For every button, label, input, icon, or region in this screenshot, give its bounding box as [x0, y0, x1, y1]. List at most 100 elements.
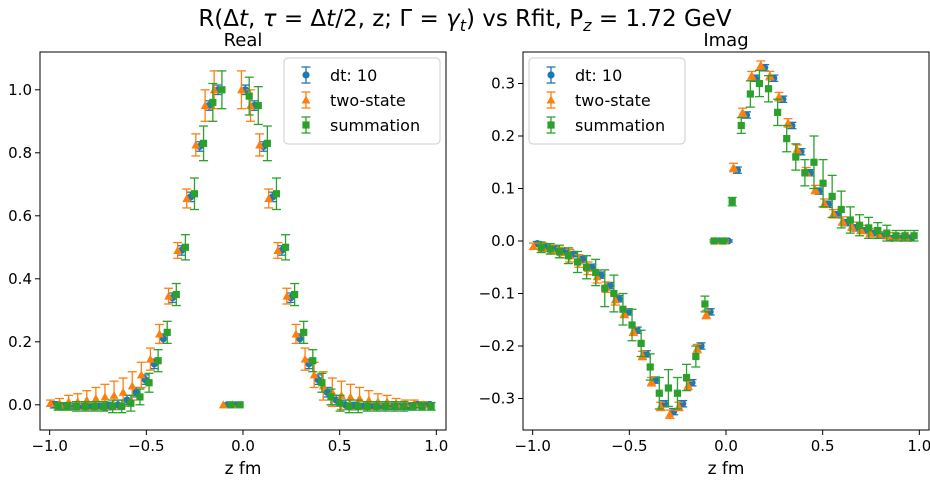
data-point — [363, 402, 371, 410]
data-point — [656, 401, 666, 410]
legend-marker — [547, 121, 555, 129]
imag-panel: Imag −1.0 −0.5 0.0 0.5 1.0 −0.3 −0.2 −0.1 0.0 0.1 0… — [479, 30, 930, 479]
x-tick-label: −0.5 — [611, 437, 647, 455]
data-point — [354, 402, 362, 410]
data-point — [682, 373, 691, 382]
data-point — [628, 326, 638, 335]
data-point — [391, 402, 399, 410]
data-point — [54, 402, 62, 410]
data-point — [792, 153, 800, 161]
x-tick-label: 1.0 — [907, 437, 930, 455]
data-point — [774, 108, 782, 116]
data-point — [100, 402, 108, 410]
data-point — [90, 402, 99, 410]
data-point — [820, 198, 829, 207]
data-point — [883, 229, 891, 237]
data-point — [245, 92, 253, 100]
data-point — [81, 402, 90, 410]
data-point — [345, 402, 353, 410]
y-tick-label: −0.3 — [479, 390, 515, 408]
data-point — [291, 290, 299, 299]
data-point — [282, 291, 292, 300]
series-summation — [536, 69, 919, 410]
data-point — [291, 329, 301, 338]
data-point — [601, 284, 609, 292]
data-point — [263, 139, 271, 147]
data-point — [665, 409, 675, 418]
data-point — [300, 328, 308, 336]
data-point — [264, 194, 274, 202]
axes-frame — [522, 51, 930, 431]
legend-label: summation — [330, 116, 420, 135]
x-axis-label: z fm — [225, 459, 262, 479]
data-point — [647, 377, 656, 386]
legend: dt: 10 two-state summation — [283, 57, 441, 145]
y-tick-label: 0.2 — [491, 127, 515, 145]
data-point — [537, 243, 545, 251]
x-axis-label: z fm — [708, 459, 745, 479]
data-point — [655, 389, 663, 397]
x-tick-label: −1.0 — [514, 437, 550, 455]
data-point — [846, 216, 854, 224]
data-point — [819, 179, 827, 187]
data-point — [583, 263, 591, 271]
legend-label: two-state — [330, 91, 406, 110]
x-tick-label: −0.5 — [128, 437, 164, 455]
data-point — [783, 135, 791, 143]
legend: dt: 10 two-state summation — [528, 57, 686, 145]
data-point — [910, 232, 918, 240]
data-point — [327, 393, 335, 401]
y-tick-label: −0.1 — [479, 285, 515, 303]
data-point — [592, 268, 600, 277]
data-point — [610, 295, 620, 304]
data-point — [91, 394, 101, 403]
data-point — [865, 224, 873, 232]
data-point — [828, 192, 836, 200]
data-point — [190, 190, 199, 198]
y-tick-label: 0.1 — [491, 180, 515, 198]
data-point — [281, 243, 290, 251]
data-point — [355, 394, 364, 403]
data-point — [692, 352, 700, 361]
data-point — [109, 390, 119, 399]
data-point — [755, 79, 764, 88]
data-point — [254, 101, 262, 110]
data-point — [619, 305, 627, 313]
data-point — [783, 118, 793, 127]
y-tick-label: 0.2 — [8, 333, 32, 351]
y-tick-label: 0.0 — [8, 396, 32, 414]
data-point — [382, 402, 390, 410]
series-summation — [53, 70, 436, 414]
data-point — [272, 190, 281, 198]
data-point — [838, 216, 847, 225]
data-point — [737, 121, 745, 130]
figure-suptitle: R(Δt, τ = Δt/2, z; Γ = γt) vs Rfit, Pz =… — [198, 6, 732, 35]
data-point — [209, 85, 219, 94]
data-point — [218, 400, 228, 409]
y-tick-label: 0.3 — [491, 75, 515, 93]
x-tick-label: 0.0 — [231, 437, 255, 455]
data-point — [701, 300, 709, 308]
data-point — [756, 60, 766, 69]
panel-title: Imag — [703, 30, 748, 51]
legend-marker — [302, 121, 310, 129]
panel-title: Real — [224, 30, 263, 51]
data-point — [109, 402, 117, 410]
data-point — [409, 402, 417, 410]
data-point — [738, 107, 748, 116]
data-point — [181, 243, 189, 251]
data-point — [118, 402, 126, 410]
data-point — [118, 387, 128, 396]
data-point — [710, 237, 718, 245]
data-point — [546, 245, 554, 253]
y-tick-label: 0.4 — [8, 270, 32, 288]
data-point — [336, 399, 344, 407]
x-tick-label: 1.0 — [424, 437, 448, 455]
legend-label: dt: 10 — [330, 66, 377, 85]
data-point — [346, 392, 355, 401]
legend-marker — [301, 95, 311, 104]
data-point — [646, 363, 654, 371]
data-point — [692, 344, 702, 353]
data-point — [764, 85, 773, 93]
